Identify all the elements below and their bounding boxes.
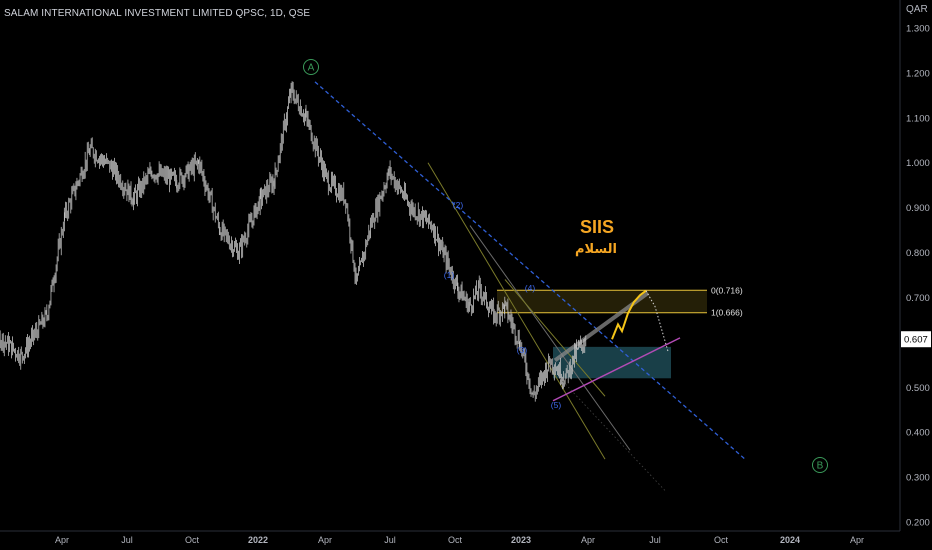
candles-group [0, 81, 587, 402]
symbol-header: SALAM INTERNATIONAL INVESTMENT LIMITED Q… [4, 8, 311, 19]
wave-label: (2) [453, 200, 464, 210]
y-tick-label: 0.700 [906, 293, 930, 304]
x-tick-label: Jul [121, 535, 133, 545]
currency-label: QAR [906, 4, 928, 15]
y-tick-label: 0.200 [906, 518, 930, 529]
x-tick-label: Apr [850, 535, 864, 545]
wave-label: (1) [444, 270, 455, 280]
abc-circle [303, 59, 319, 75]
channel-mid-line [469, 225, 631, 451]
wave-label: (4) [525, 283, 536, 293]
x-tick-label: Apr [55, 535, 69, 545]
projection-path [611, 289, 647, 340]
abc-label: B [817, 461, 824, 472]
x-tick-label: Apr [318, 535, 332, 545]
y-tick-label: 0.500 [906, 383, 930, 394]
x-tick-label: 2024 [780, 535, 800, 545]
y-tick-label: 1.000 [906, 158, 930, 169]
y-tick-label: 0.900 [906, 203, 930, 214]
abc-circle [812, 457, 828, 473]
wave-label: (5) [551, 400, 562, 410]
channel-lower-line [427, 162, 606, 460]
x-tick-label: Apr [581, 535, 595, 545]
y-tick-label: 1.200 [906, 68, 930, 79]
last-price-box [901, 331, 931, 348]
x-tick-label: Oct [714, 535, 729, 545]
y-tick-label: 0.300 [906, 473, 930, 484]
projection-dotted [645, 290, 669, 352]
x-tick-label: Jul [649, 535, 661, 545]
channel-upper-line [504, 279, 606, 397]
y-tick-label: 0.400 [906, 428, 930, 439]
y-tick-label: 0.800 [906, 248, 930, 259]
x-tick-label: Oct [448, 535, 463, 545]
y-tick-label: 1.100 [906, 113, 930, 124]
y-tick-label: 1.300 [906, 24, 930, 35]
x-tick-label: Oct [185, 535, 200, 545]
x-tick-label: 2022 [248, 535, 268, 545]
x-tick-label: Jul [384, 535, 396, 545]
fib-zone [497, 290, 707, 313]
fib-label: 0(0.716) [711, 285, 743, 295]
abc-label: A [308, 63, 315, 74]
ticker-title: SIIS [580, 217, 614, 237]
support-line [552, 337, 681, 402]
dotted-guide [559, 378, 666, 491]
last-price-label: 0.607 [904, 335, 928, 346]
trendline-dashed [314, 81, 746, 460]
fib-label: 1(0.666) [711, 308, 743, 318]
wave-label: (3) [517, 345, 528, 355]
arabic-subtitle: السلام [575, 242, 617, 257]
x-tick-label: 2023 [511, 535, 531, 545]
